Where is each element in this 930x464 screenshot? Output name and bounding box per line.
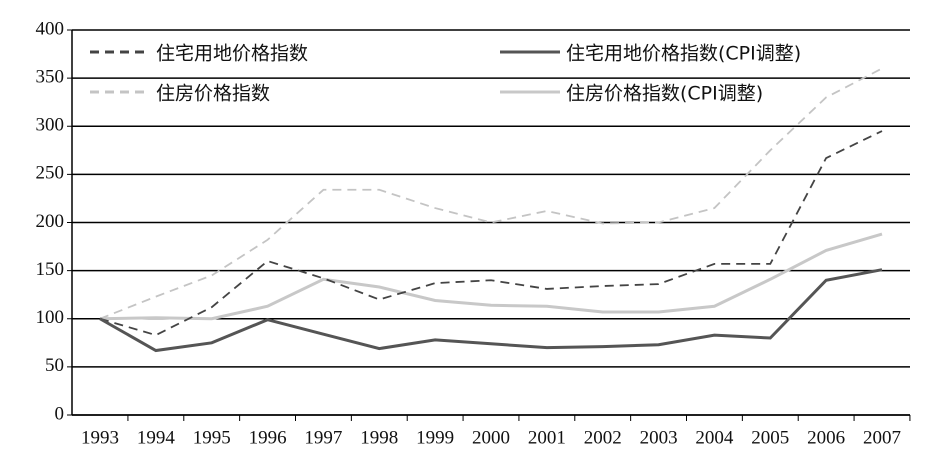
x-tick-label: 1999 xyxy=(416,427,454,448)
y-tick-label: 100 xyxy=(36,307,65,328)
x-tick-label: 2002 xyxy=(584,427,622,448)
y-tick-label: 150 xyxy=(36,259,65,280)
x-tick-label: 1998 xyxy=(360,427,398,448)
x-tick-label: 2000 xyxy=(472,427,510,448)
y-tick-label: 250 xyxy=(36,163,65,184)
x-tick-label: 2001 xyxy=(528,427,566,448)
x-tick-label: 2003 xyxy=(640,427,678,448)
x-tick-label: 2005 xyxy=(751,427,789,448)
x-tick-label: 1993 xyxy=(81,427,119,448)
series-line xyxy=(99,232,883,321)
x-tick-label: 1996 xyxy=(249,427,287,448)
x-tick-label: 2006 xyxy=(807,427,845,448)
legend-label: 住宅用地价格指数(CPI调整) xyxy=(566,43,801,65)
legend-label: 住宅用地价格指数 xyxy=(156,43,308,65)
legend-label: 住房价格指数(CPI调整) xyxy=(566,83,763,105)
series-line xyxy=(99,268,883,353)
x-tick-label: 2004 xyxy=(695,427,734,448)
y-tick-label: 400 xyxy=(36,18,65,39)
x-tick-label: 1994 xyxy=(137,427,176,448)
y-tick-label: 50 xyxy=(45,355,64,376)
x-tick-label: 1995 xyxy=(193,427,231,448)
y-tick-label: 0 xyxy=(55,403,65,424)
y-tick-label: 200 xyxy=(36,211,65,232)
x-tick-label: 1997 xyxy=(304,427,342,448)
series-line xyxy=(99,67,883,320)
x-tick-label: 2007 xyxy=(863,427,901,448)
legend-label: 住房价格指数 xyxy=(156,83,270,105)
y-tick-label: 300 xyxy=(36,115,65,136)
series-line xyxy=(99,130,883,337)
y-tick-label: 350 xyxy=(36,66,65,87)
